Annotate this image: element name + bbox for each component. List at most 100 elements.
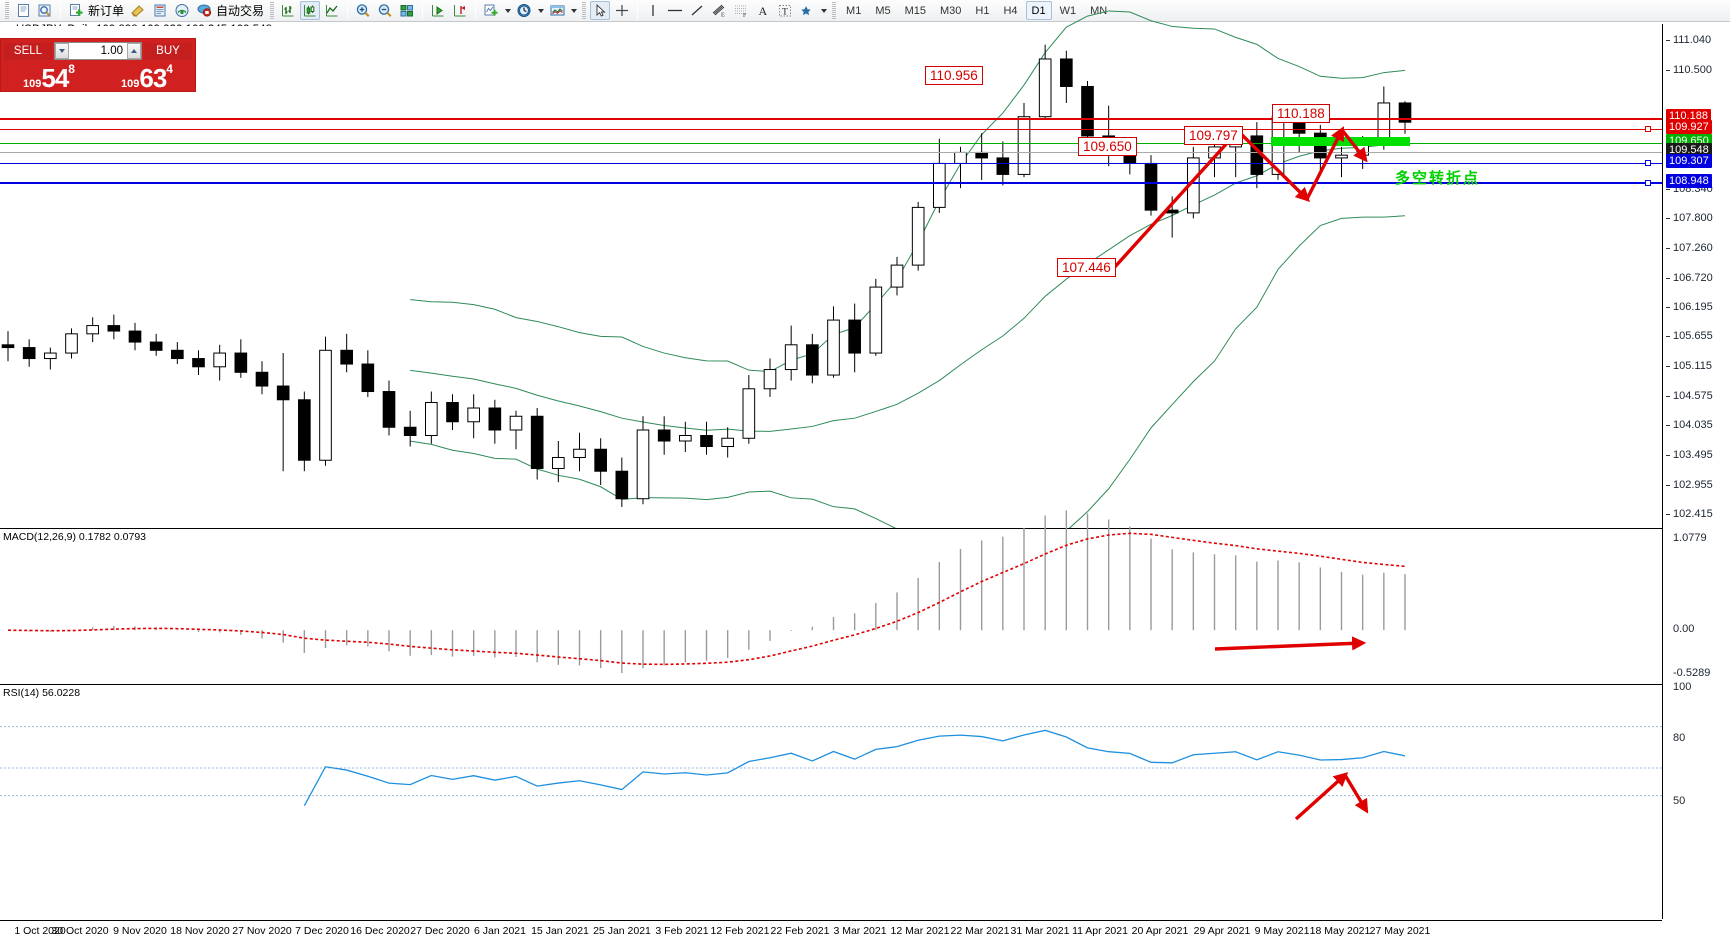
toolbar-separator-3 (422, 2, 424, 19)
price-axis[interactable]: 111.040 110.500 108.340 107.800 107.260 106.7… (1662, 24, 1730, 919)
volume-input[interactable]: 1.00 (100, 45, 123, 57)
level-marker-109307[interactable] (1645, 160, 1651, 166)
crosshair-icon[interactable] (612, 1, 632, 20)
price-tick (1666, 188, 1670, 190)
price-tag-108948[interactable]: 108.948 (1666, 174, 1712, 188)
sell-price[interactable]: 109 54 8 (1, 61, 97, 91)
periods-dropdown-icon[interactable] (535, 1, 546, 20)
price-label-109650[interactable]: 109.650 (1078, 137, 1137, 156)
metaeditor-icon[interactable] (128, 1, 148, 20)
level-marker-108948[interactable] (1645, 180, 1651, 186)
volume-stepper[interactable]: 1.00 (54, 42, 142, 60)
price-tick-label: 105.655 (1673, 330, 1713, 343)
sell-button[interactable]: SELL (4, 42, 52, 60)
timeframe-m15[interactable]: M15 (904, 4, 926, 17)
level-line-109307[interactable] (0, 163, 1662, 164)
autotrading-icon[interactable] (194, 1, 214, 20)
timeframe-m5[interactable]: M5 (875, 4, 891, 17)
horizontal-line-icon[interactable] (665, 1, 685, 20)
rsi-pane[interactable]: RSI(14) 56.0228 (0, 684, 1662, 844)
buy-button[interactable]: BUY (144, 42, 192, 60)
vertical-line-icon[interactable] (643, 1, 663, 20)
zoom-in-icon[interactable] (353, 1, 373, 20)
price-tag-110188[interactable]: 110.188 (1666, 109, 1711, 123)
level-line-108948[interactable] (0, 182, 1662, 184)
level-marker-109927[interactable] (1645, 126, 1651, 132)
price-tick (1666, 455, 1670, 457)
price-tag-109307[interactable]: 109.307 (1666, 154, 1712, 168)
timeframe-w1[interactable]: W1 (1059, 4, 1077, 17)
time-axis-label: 9 Nov 2020 (113, 925, 167, 937)
price-tick-label: 104.575 (1673, 389, 1713, 402)
chart-shift-icon[interactable] (450, 1, 470, 20)
bar-chart-icon[interactable] (278, 1, 298, 20)
shapes-icon[interactable] (797, 1, 817, 20)
price-pane[interactable]: 110.956 110.188 109.797 109.650 107.446 … (0, 10, 1662, 567)
candlestick-chart-icon[interactable] (300, 1, 321, 20)
level-line-110188[interactable] (0, 118, 1662, 120)
level-line-109650[interactable] (0, 143, 1662, 144)
price-label-109797[interactable]: 109.797 (1184, 126, 1243, 145)
price-tick-label: 107.260 (1673, 242, 1713, 255)
turning-point-annotation[interactable]: 多空转折点 (1395, 170, 1481, 187)
templates-icon[interactable] (547, 1, 567, 20)
timeframe-m1[interactable]: M1 (846, 4, 862, 17)
price-tick-label: 106.720 (1673, 271, 1713, 284)
indicators-dropdown-icon[interactable] (502, 1, 513, 20)
open-data-icon[interactable] (35, 1, 55, 20)
auto-scroll-icon[interactable] (428, 1, 448, 20)
volume-increase-icon[interactable] (127, 43, 141, 59)
new-chart-icon[interactable] (13, 1, 33, 20)
macd-axis-bottom: -0.5289 (1673, 667, 1711, 679)
cursor-icon[interactable] (590, 1, 611, 20)
time-axis-label: 29 Apr 2021 (1193, 925, 1251, 937)
toolbar-grip-4[interactable] (832, 1, 837, 20)
templates-dropdown-icon[interactable] (568, 1, 579, 20)
sell-price-pips: 54 (41, 63, 69, 93)
text-label-icon[interactable]: T (775, 1, 795, 20)
tile-windows-icon[interactable] (397, 1, 417, 20)
time-axis[interactable]: 1 Oct 2020 30 Oct 2020 9 Nov 2020 18 Nov 20… (0, 920, 1662, 943)
periods-clock-icon[interactable] (514, 1, 534, 20)
autotrading-button[interactable]: 自动交易 (216, 4, 265, 18)
macd-pane[interactable]: MACD(12,26,9) 0.1782 0.0793 (0, 510, 1662, 680)
trendline-icon[interactable] (687, 1, 707, 20)
level-line-109927[interactable] (0, 129, 1662, 130)
timeframe-h1[interactable]: H1 (975, 4, 990, 17)
zoom-out-icon[interactable] (375, 1, 395, 20)
timeframe-h4[interactable]: H4 (1003, 4, 1018, 17)
price-label-110956[interactable]: 110.956 (925, 66, 983, 85)
toolbar-grip-3[interactable] (582, 1, 587, 20)
time-axis-label: 18 Nov 2020 (170, 925, 230, 937)
market-watch-icon[interactable] (172, 1, 192, 20)
price-label-107446[interactable]: 107.446 (1057, 258, 1116, 277)
timeframe-m30[interactable]: M30 (940, 4, 962, 17)
text-icon[interactable]: A (753, 1, 773, 20)
timeframe-d1[interactable]: D1 (1025, 1, 1052, 20)
time-axis-label: 31 Mar 2021 (1010, 925, 1070, 937)
time-axis-label: 7 Dec 2020 (295, 925, 349, 937)
price-tick (1666, 365, 1670, 367)
toolbar-grip-2[interactable] (270, 1, 275, 20)
toolbar-grip[interactable] (5, 1, 9, 20)
timeframe-mn[interactable]: MN (1090, 4, 1108, 17)
price-tick (1666, 484, 1670, 486)
one-click-trading-panel[interactable]: SELL 1.00 BUY 109 54 8 109 63 4 (0, 38, 196, 92)
buy-price[interactable]: 109 63 4 (99, 61, 195, 91)
new-order-button[interactable]: 新订单 (88, 4, 125, 18)
toolbar-separator-2 (347, 2, 349, 19)
indicators-icon[interactable] (481, 1, 501, 20)
fibonacci-icon[interactable]: F (731, 1, 751, 20)
terminal-icon[interactable] (150, 1, 170, 20)
equidistant-channel-icon[interactable]: E (709, 1, 729, 20)
price-label-110188[interactable]: 110.188 (1272, 104, 1330, 123)
chart-canvas[interactable]: 110.956 110.188 109.797 109.650 107.446 … (0, 10, 1730, 943)
new-order-icon[interactable] (66, 1, 86, 20)
price-tick (1666, 425, 1670, 427)
shapes-dropdown-icon[interactable] (818, 1, 829, 20)
main-toolbar: 新订单 自动交易 (0, 0, 1730, 22)
line-chart-icon[interactable] (322, 1, 342, 20)
price-tag-109927[interactable]: 109.927 (1666, 120, 1712, 134)
svg-text:T: T (782, 8, 788, 18)
volume-decrease-icon[interactable] (55, 43, 69, 59)
